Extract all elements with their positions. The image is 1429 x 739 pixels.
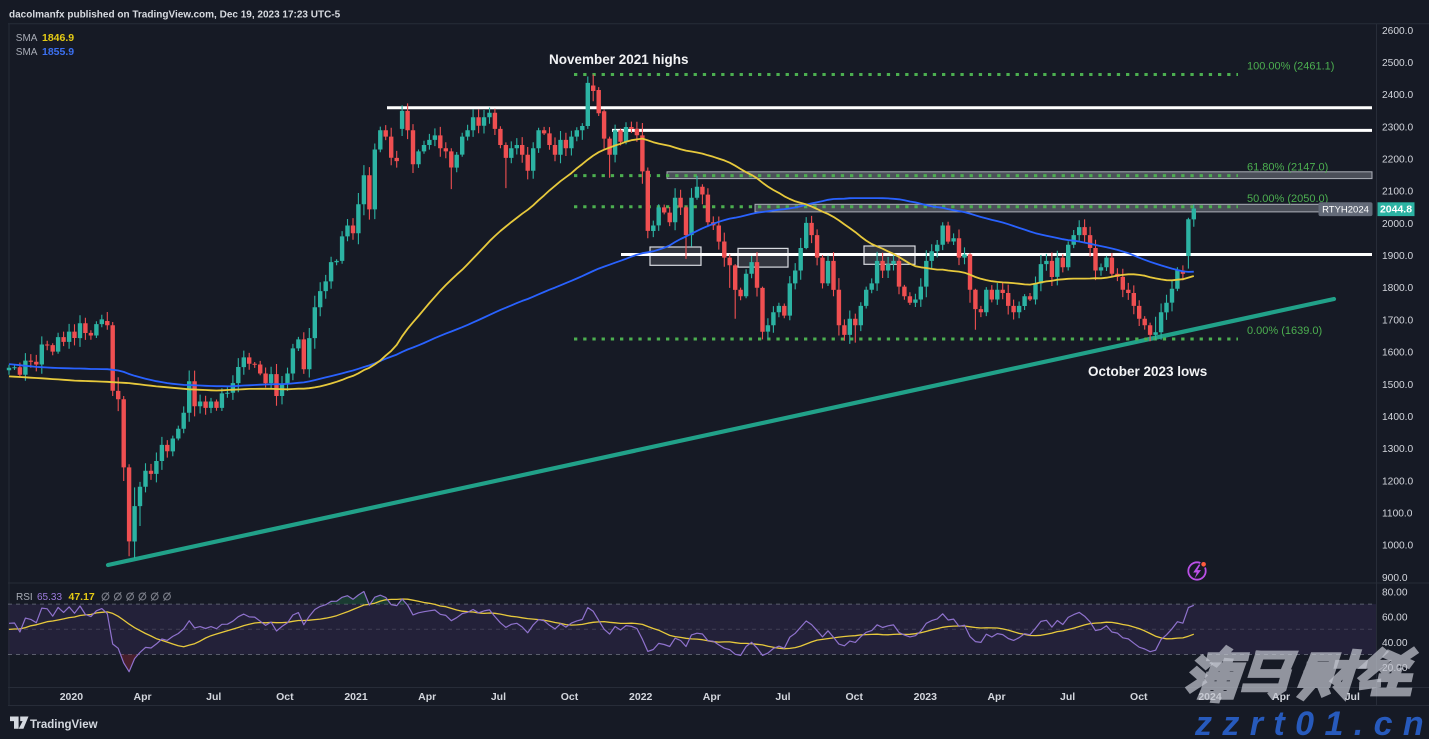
svg-text:SMA: SMA (16, 47, 38, 58)
svg-text:1200.0: 1200.0 (1382, 476, 1413, 487)
svg-text:1600.0: 1600.0 (1382, 348, 1413, 359)
svg-text:2020: 2020 (60, 691, 84, 703)
svg-text:Apr: Apr (418, 691, 436, 703)
svg-text:47.17: 47.17 (69, 591, 95, 603)
svg-text:60.00: 60.00 (1382, 613, 1408, 624)
svg-text:zzrt01.cn: zzrt01.cn (1194, 705, 1429, 739)
svg-text:61.80% (2147.0): 61.80% (2147.0) (1247, 162, 1328, 174)
svg-text:1100.0: 1100.0 (1382, 509, 1413, 520)
svg-text:RSI: RSI (16, 592, 33, 603)
svg-text:1500.0: 1500.0 (1382, 380, 1413, 391)
svg-text:TradingView: TradingView (30, 719, 98, 731)
svg-text:1846.9: 1846.9 (42, 32, 74, 44)
svg-text:1300.0: 1300.0 (1382, 444, 1413, 455)
svg-text:Jul: Jul (775, 691, 790, 703)
svg-text:1900.0: 1900.0 (1382, 251, 1413, 262)
svg-text:2500.0: 2500.0 (1382, 58, 1413, 69)
svg-text:Oct: Oct (276, 691, 294, 703)
svg-text:Apr: Apr (703, 691, 721, 703)
svg-text:2022: 2022 (629, 691, 653, 703)
svg-text:2044.8: 2044.8 (1380, 204, 1412, 216)
svg-text:2200.0: 2200.0 (1382, 155, 1413, 166)
svg-text:1000.0: 1000.0 (1382, 541, 1413, 552)
svg-text:RTYH2024: RTYH2024 (1322, 205, 1369, 216)
svg-text:Jul: Jul (1345, 691, 1360, 703)
svg-text:1855.9: 1855.9 (42, 46, 74, 58)
svg-text:Jul: Jul (206, 691, 221, 703)
svg-text:2100.0: 2100.0 (1382, 187, 1413, 198)
svg-text:1800.0: 1800.0 (1382, 283, 1413, 294)
svg-text:Oct: Oct (845, 691, 863, 703)
svg-text:40.00: 40.00 (1382, 638, 1408, 649)
svg-text:2400.0: 2400.0 (1382, 90, 1413, 101)
svg-text:Jul: Jul (491, 691, 506, 703)
svg-text:50.00% (2050.0): 50.00% (2050.0) (1247, 193, 1328, 205)
svg-text:1400.0: 1400.0 (1382, 412, 1413, 423)
svg-text:2023: 2023 (914, 691, 938, 703)
svg-text:100.00% (2461.1): 100.00% (2461.1) (1247, 61, 1334, 73)
svg-text:Jul: Jul (1060, 691, 1075, 703)
svg-text:Apr: Apr (134, 691, 152, 703)
svg-text:2021: 2021 (344, 691, 368, 703)
svg-text:SMA: SMA (16, 33, 38, 44)
svg-text:2600.0: 2600.0 (1382, 26, 1413, 37)
svg-text:October 2023 lows: October 2023 lows (1088, 364, 1207, 379)
svg-text:900.0: 900.0 (1382, 573, 1408, 584)
svg-text:2300.0: 2300.0 (1382, 122, 1413, 133)
svg-text:2000.0: 2000.0 (1382, 219, 1413, 230)
svg-text:Oct: Oct (1130, 691, 1148, 703)
svg-text:dacolmanfx published on Tradin: dacolmanfx published on TradingView.com,… (9, 10, 341, 21)
svg-text:Oct: Oct (561, 691, 579, 703)
svg-text:November 2021 highs: November 2021 highs (549, 52, 689, 67)
svg-text:80.00: 80.00 (1382, 588, 1408, 599)
svg-text:Apr: Apr (987, 691, 1005, 703)
svg-text:1700.0: 1700.0 (1382, 315, 1413, 326)
svg-text:65.33: 65.33 (37, 592, 62, 603)
svg-text:0.00% (1639.0): 0.00% (1639.0) (1247, 325, 1322, 337)
